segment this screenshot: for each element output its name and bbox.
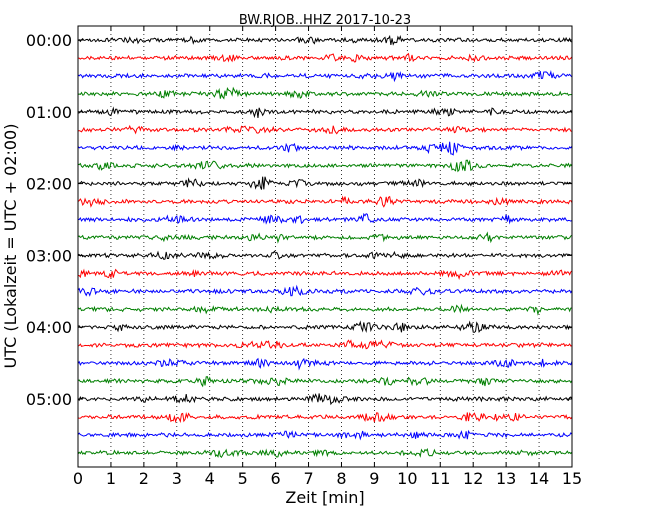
trace-row	[77, 303, 573, 316]
x-tick-label: 7	[303, 469, 313, 488]
trace-row	[77, 106, 573, 119]
trace-row	[77, 52, 573, 63]
trace-row	[77, 320, 573, 334]
x-tick-label: 3	[172, 469, 182, 488]
x-ticks: 0 1 2 3 4 5 6 7 8 9 10 11 12 13 14 15	[73, 26, 582, 488]
x-tick-label: 6	[271, 469, 281, 488]
trace-row	[77, 141, 573, 156]
x-tick-label: 14	[529, 469, 549, 488]
trace-row	[77, 447, 573, 459]
y-tick-label: 05:00	[26, 390, 72, 409]
x-tick-label: 11	[430, 469, 450, 488]
x-tick-label: 2	[139, 469, 149, 488]
y-tick-label: 04:00	[26, 318, 72, 337]
x-tick-label: 8	[336, 469, 346, 488]
x-tick-label: 10	[397, 469, 417, 488]
trace-row	[77, 250, 573, 261]
y-axis-label: UTC (Lokalzeit = UTC + 02:00)	[1, 124, 20, 369]
trace-row	[77, 339, 573, 350]
trace-row	[77, 284, 573, 297]
x-tick-label: 5	[238, 469, 248, 488]
trace-row	[77, 212, 573, 225]
x-tick-label: 4	[205, 469, 215, 488]
x-tick-label: 1	[106, 469, 116, 488]
seismogram-traces	[77, 34, 573, 459]
trace-row	[77, 86, 573, 100]
y-tick-label: 00:00	[26, 31, 72, 50]
x-tick-label: 0	[73, 469, 83, 488]
x-tick-label: 9	[369, 469, 379, 488]
x-tick-label: 12	[463, 469, 483, 488]
trace-row	[77, 176, 573, 190]
trace-row	[77, 376, 573, 388]
trace-row	[77, 357, 573, 371]
grid-lines	[110, 26, 540, 467]
trace-row	[77, 393, 573, 406]
x-tick-label: 15	[562, 469, 582, 488]
trace-row	[77, 159, 573, 173]
trace-row	[77, 70, 573, 83]
plot-frame	[77, 25, 573, 468]
y-tick-label: 03:00	[26, 246, 72, 265]
y-tick-label: 01:00	[26, 103, 72, 122]
trace-row	[77, 124, 573, 135]
y-ticks: 00:00 01:00 02:00 03:00 04:00 05:00	[26, 31, 572, 409]
y-tick-label: 02:00	[26, 175, 72, 194]
x-tick-label: 13	[496, 469, 516, 488]
chart-title: BW.RJOB..HHZ 2017-10-23	[239, 13, 411, 28]
trace-row	[77, 195, 573, 208]
x-axis-label: Zeit [min]	[285, 488, 364, 507]
trace-row	[77, 268, 573, 280]
trace-row	[77, 411, 573, 424]
trace-row	[77, 231, 573, 244]
trace-row	[77, 34, 573, 46]
trace-row	[77, 429, 573, 441]
